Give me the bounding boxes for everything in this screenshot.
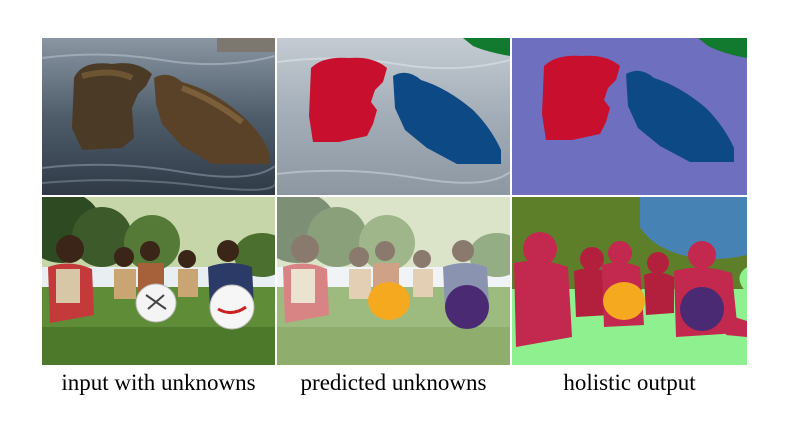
sky-segment [640,197,747,259]
frisbee-right-segment [445,285,489,329]
tree-segment [463,38,510,56]
children-input-image [42,197,275,365]
bear-right-segment [393,72,501,164]
frisbee-left-segment [603,282,645,320]
children-predicted-image [277,197,510,365]
caption-input: input with unknowns [61,370,256,395]
bears-input-image [42,38,275,195]
frisbee-left-segment [368,282,410,320]
bear-right-segment [626,70,734,162]
person-segment [523,232,557,266]
caption-predicted: predicted unknowns [300,370,487,395]
tree-segment [698,38,747,58]
frisbee-right-segment [680,287,724,331]
children-holistic-image [512,197,747,365]
bear-left-segment [309,57,387,142]
caption-holistic: holistic output [563,370,696,395]
bears-predicted-image [277,38,510,195]
bear-left-segment [542,55,620,140]
bears-holistic-image [512,38,747,195]
